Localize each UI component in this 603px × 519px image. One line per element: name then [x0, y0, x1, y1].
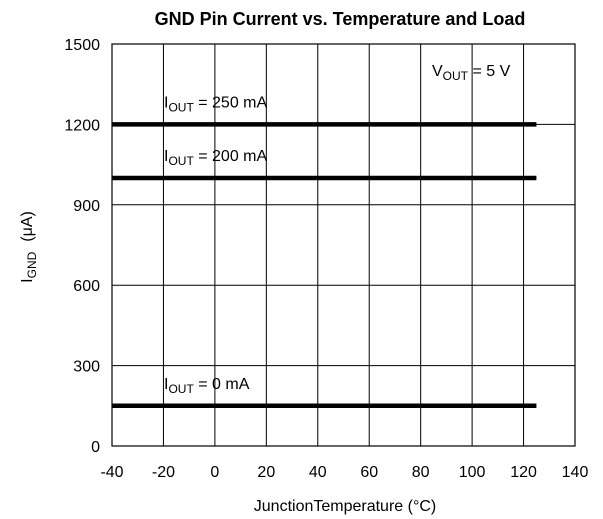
x-tick-label: 100 — [459, 464, 486, 481]
y-tick-label: 600 — [73, 278, 100, 295]
y-tick-label: 0 — [91, 439, 100, 456]
x-tick-label: -20 — [152, 464, 175, 481]
y-tick-label: 1200 — [64, 117, 100, 134]
x-tick-label: 60 — [360, 464, 378, 481]
x-tick-label: 0 — [210, 464, 219, 481]
y-tick-label: 300 — [73, 359, 100, 376]
y-axis-label: IGND (μA) — [19, 211, 39, 283]
x-tick-label: 20 — [257, 464, 275, 481]
y-tick-label: 1500 — [64, 37, 100, 54]
series-label: IOUT = 0 mA — [164, 376, 250, 396]
y-tick-label: 900 — [73, 198, 100, 215]
x-tick-label: 80 — [412, 464, 430, 481]
y-axis-label-sub: GND — [25, 251, 39, 278]
y-axis-label-text: IGND (μA) — [19, 211, 39, 283]
series-label: IOUT = 250 mA — [164, 94, 268, 114]
x-tick-label: 40 — [309, 464, 327, 481]
vout-annotation: VOUT = 5 V — [432, 63, 511, 83]
y-axis-label-main: I — [19, 278, 36, 282]
x-tick-label: 140 — [562, 464, 589, 481]
series-layer — [112, 122, 537, 409]
x-ticks: -40 -20 0 20 40 60 80 100 120 140 — [100, 464, 588, 481]
plot-frame — [111, 43, 576, 447]
x-axis-label: JunctionTemperature (°C) — [254, 498, 436, 515]
x-tick-label: 120 — [510, 464, 537, 481]
labels-layer: IOUT = 250 mA IOUT = 200 mA IOUT = 0 mA VOU… — [164, 63, 511, 396]
y-ticks: 0 300 600 900 1200 1500 — [64, 37, 100, 456]
series-label: IOUT = 200 mA — [164, 148, 268, 168]
x-tick-label: -40 — [100, 464, 123, 481]
chart-title: GND Pin Current vs. Temperature and Load — [155, 9, 526, 29]
y-axis-label-unit: (μA) — [19, 211, 36, 242]
